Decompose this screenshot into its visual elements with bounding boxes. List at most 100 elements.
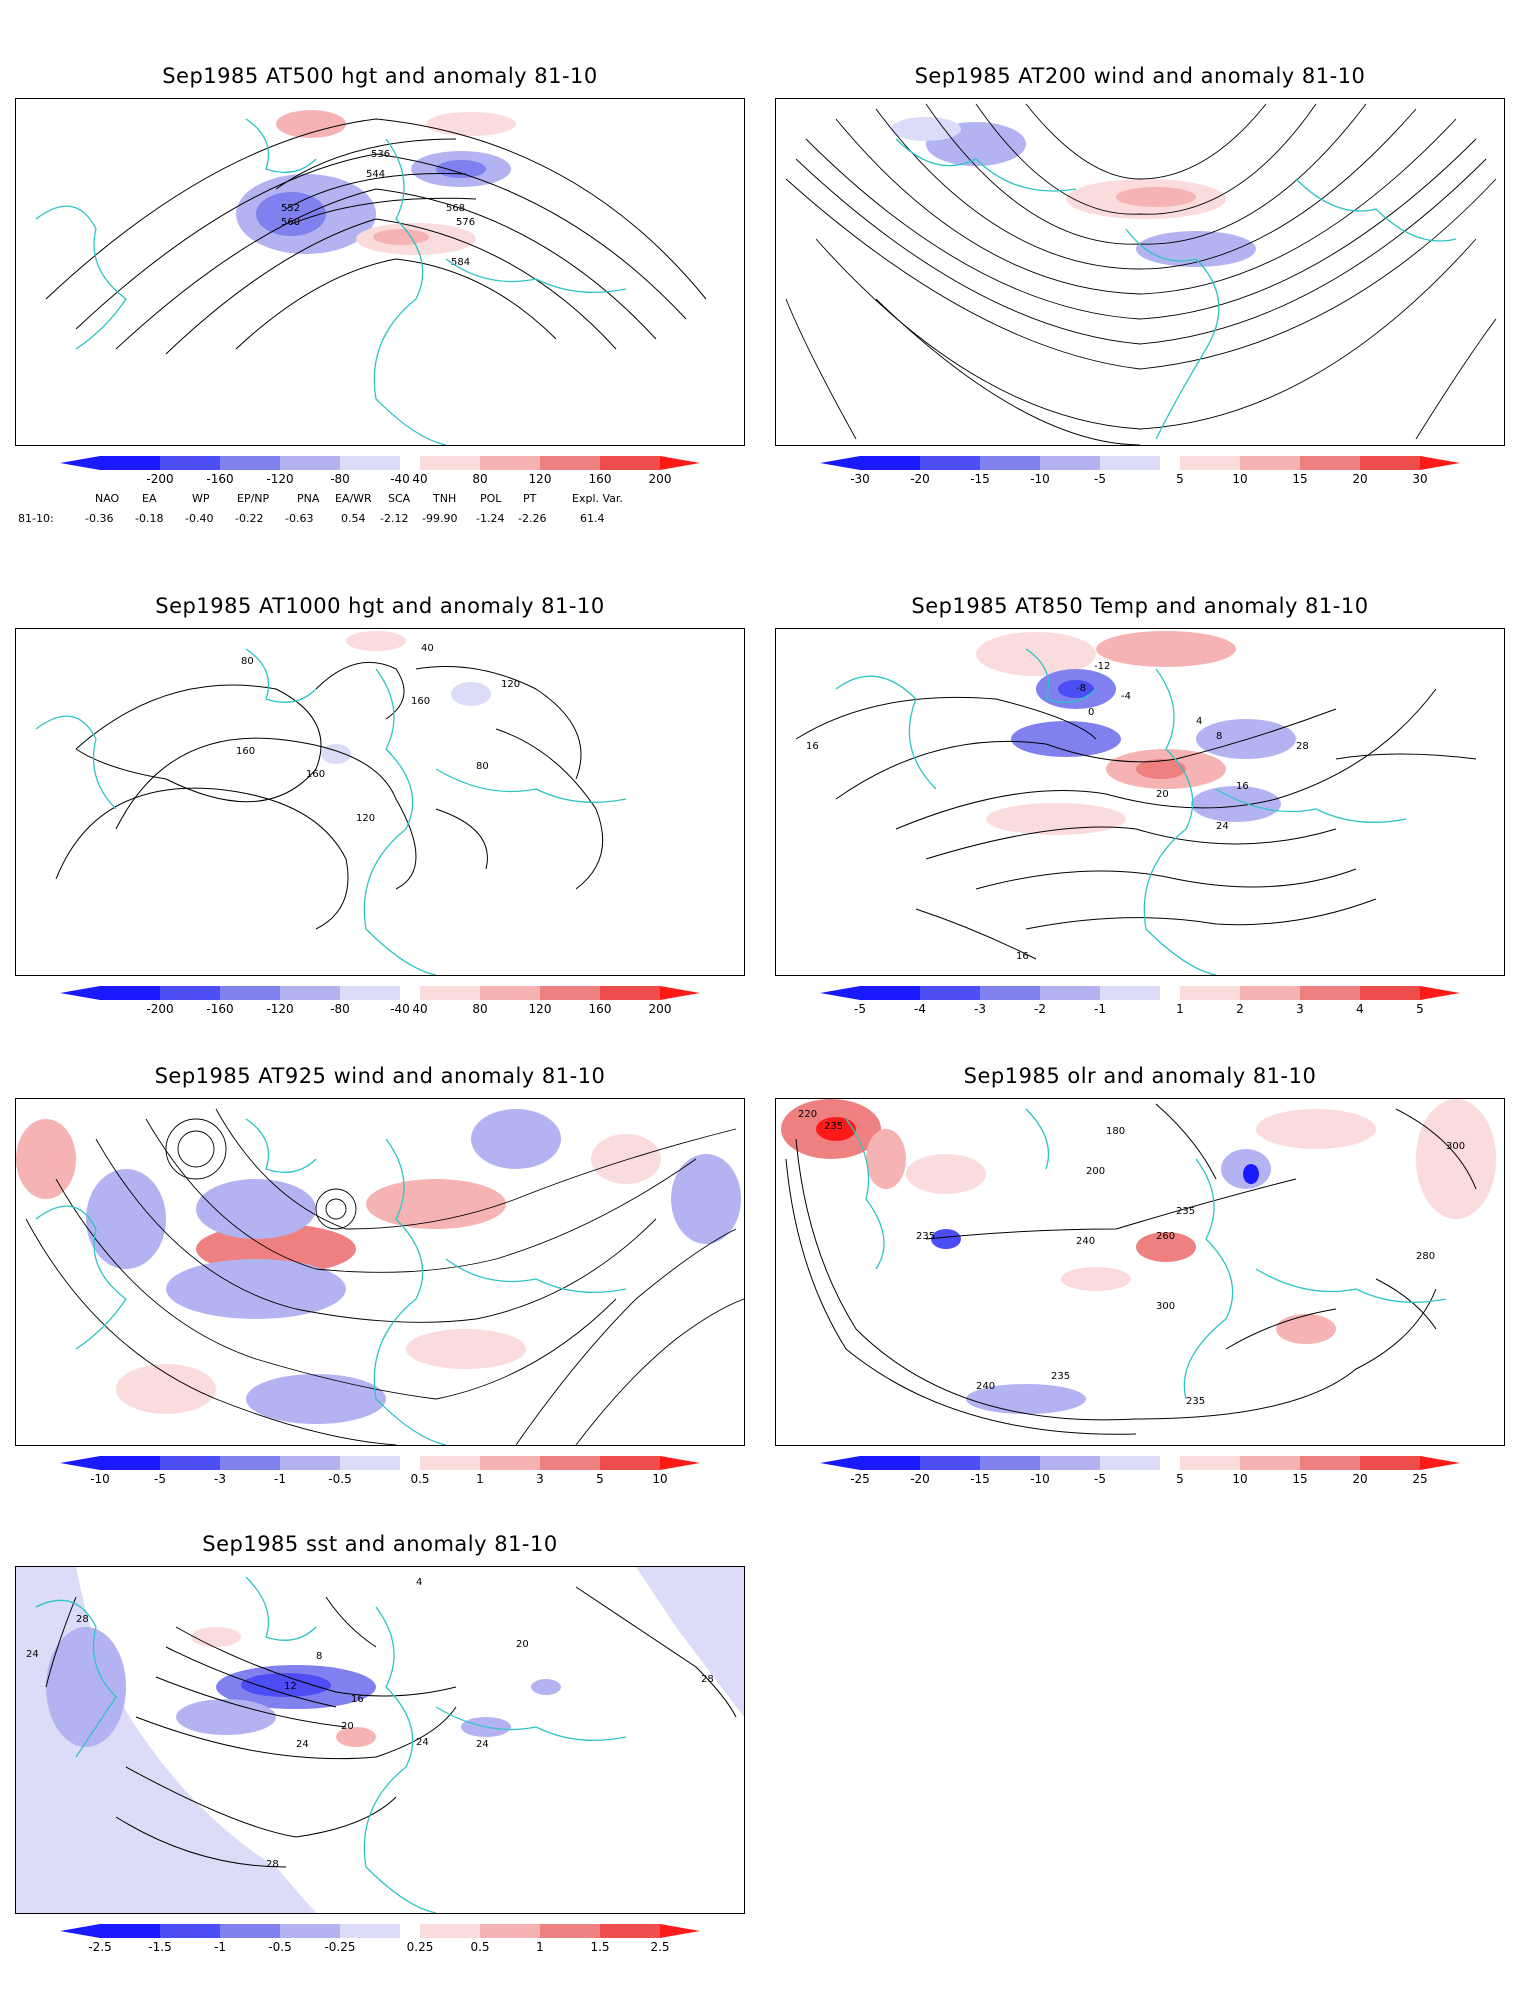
tick-label: 5 — [1176, 472, 1184, 486]
map-plot: -12 -8 -4 0 4 8 16 20 24 28 16 16 — [795, 631, 1477, 975]
map-frame: 4 8 12 16 20 20 24 24 24 24 28 28 28 — [15, 1566, 745, 1914]
tick-label: 200 — [648, 1002, 672, 1016]
tick-label: 160 — [588, 472, 612, 486]
tick-label: -1 — [274, 1472, 286, 1486]
tick-label: -80 — [330, 1002, 350, 1016]
tick-label: -0.5 — [328, 1472, 352, 1486]
colorbar-ticks: -25 -20 -15 -10 -5 5 10 15 20 25 — [820, 1472, 1460, 1488]
map-plot: 4 8 12 16 20 20 24 24 24 24 28 28 28 — [16, 1567, 744, 1913]
contour-labels: 40 80 120 160 160 160 80 120 — [236, 643, 520, 824]
tick-label: -5 — [854, 1002, 866, 1016]
tick-label: -3 — [214, 1472, 226, 1486]
contour-label: 240 — [976, 1381, 995, 1392]
coastlines — [845, 1108, 1447, 1400]
contour-label: 120 — [356, 813, 375, 824]
index-header: POL — [480, 492, 502, 505]
index-header: TNH — [433, 492, 457, 505]
tick-label: 1.5 — [590, 1940, 610, 1954]
tick-label: 2.5 — [650, 1940, 670, 1954]
contour-label: 40 — [421, 643, 434, 654]
index-header: SCA — [388, 492, 411, 505]
map-frame: -12 -8 -4 0 4 8 16 20 24 28 16 16 — [775, 628, 1505, 976]
coastlines — [895, 138, 1457, 440]
panel-title: Sep1985 AT500 hgt and anomaly 81-10 — [162, 64, 598, 88]
tick-label: -120 — [266, 472, 294, 486]
tick-label: -2 — [1034, 1002, 1046, 1016]
colorbar — [820, 456, 1460, 470]
contour-label: 4 — [1196, 716, 1202, 727]
contour-label: 235 — [916, 1231, 935, 1242]
tick-label: 0.5 — [410, 1472, 430, 1486]
contour-labels: 536 544 552 560 568 576 584 — [281, 149, 475, 268]
contour-label: 8 — [1216, 731, 1222, 742]
tick-label: -10 — [90, 1472, 110, 1486]
contour-label: 16 — [1236, 781, 1249, 792]
contour-label: 300 — [1446, 1141, 1465, 1152]
contour-label: 235 — [1186, 1396, 1205, 1407]
contour-label: 200 — [1086, 1166, 1105, 1177]
index-header: Expl. Var. — [572, 492, 623, 505]
tick-label: 0.5 — [470, 1940, 490, 1954]
colorbar-ticks: -200 -160 -120 -80 -40 40 80 120 160 200 — [60, 472, 700, 488]
tick-label: 10 — [652, 1472, 668, 1486]
index-value: -1.24 — [476, 512, 505, 525]
anomaly-shading — [976, 631, 1296, 835]
contour-label: 544 — [366, 169, 385, 180]
colorbar-ticks: -2.5 -1.5 -1 -0.5 -0.25 0.25 0.5 1 1.5 2… — [60, 1940, 700, 1956]
colorbar-ticks: -10 -5 -3 -1 -0.5 0.5 1 3 5 10 — [60, 1472, 700, 1488]
colorbar — [60, 456, 700, 470]
contour-label: 235 — [1176, 1206, 1195, 1217]
streamlines — [25, 1108, 744, 1445]
index-row-label: 81-10: — [18, 512, 54, 525]
contour-labels: 220 235 180 200 235 235 240 260 280 300 … — [798, 1109, 1465, 1407]
contour-label: 280 — [1416, 1251, 1435, 1262]
contour-label: 16 — [1016, 951, 1029, 962]
colorbar-ticks: -200 -160 -120 -80 -40 40 80 120 160 200 — [60, 1002, 700, 1018]
tick-label: 20 — [1352, 1472, 1368, 1486]
tick-label: -10 — [1030, 1472, 1050, 1486]
index-header: PT — [523, 492, 537, 505]
tick-label: 5 — [1176, 1472, 1184, 1486]
contour-label: 24 — [476, 1739, 489, 1750]
contour-label: 28 — [266, 1859, 279, 1870]
tick-label: 10 — [1232, 472, 1248, 486]
coastlines — [35, 1118, 627, 1445]
streamlines — [785, 103, 1497, 445]
contour-label: 235 — [1051, 1371, 1070, 1382]
map-frame: 220 235 180 200 235 235 240 260 280 300 … — [775, 1098, 1505, 1446]
index-value: -2.26 — [518, 512, 547, 525]
index-value: -0.18 — [135, 512, 164, 525]
index-header: PNA — [297, 492, 320, 505]
tick-label: -1 — [214, 1940, 226, 1954]
tick-label: -1.5 — [148, 1940, 172, 1954]
index-header: EP/NP — [237, 492, 270, 505]
contour-label: 576 — [456, 217, 475, 228]
tick-label: 3 — [536, 1472, 544, 1486]
tick-label: 15 — [1292, 472, 1308, 486]
contour-label: 160 — [236, 746, 255, 757]
contour-label: 560 — [281, 217, 300, 228]
contour-label: 180 — [1106, 1126, 1125, 1137]
contour-label: 28 — [1296, 741, 1309, 752]
contour-label: 235 — [824, 1121, 843, 1132]
index-value: -0.63 — [285, 512, 314, 525]
tick-label: -1 — [1094, 1002, 1106, 1016]
tick-label: 5 — [596, 1472, 604, 1486]
colorbar-graphic — [820, 456, 1460, 470]
coastlines — [35, 1576, 627, 1913]
contour-label: 24 — [26, 1649, 39, 1660]
olr-contours — [785, 1103, 1477, 1435]
tick-label: -120 — [266, 1002, 294, 1016]
colorbar-graphic — [60, 1456, 700, 1470]
tick-label: 120 — [528, 1002, 552, 1016]
tick-label: -0.5 — [268, 1940, 292, 1954]
contour-label: 8 — [316, 1651, 322, 1662]
map-frame — [775, 98, 1505, 446]
contour-label: -8 — [1076, 683, 1086, 694]
tick-label: -160 — [206, 472, 234, 486]
anomaly-shading — [16, 1567, 744, 1913]
colorbar-ticks: -30 -20 -15 -10 -5 5 10 15 20 30 — [820, 472, 1460, 488]
colorbar-graphic — [60, 986, 700, 1000]
tick-label: 120 — [528, 472, 552, 486]
map-plot: 536 544 552 560 568 576 584 — [35, 110, 707, 445]
